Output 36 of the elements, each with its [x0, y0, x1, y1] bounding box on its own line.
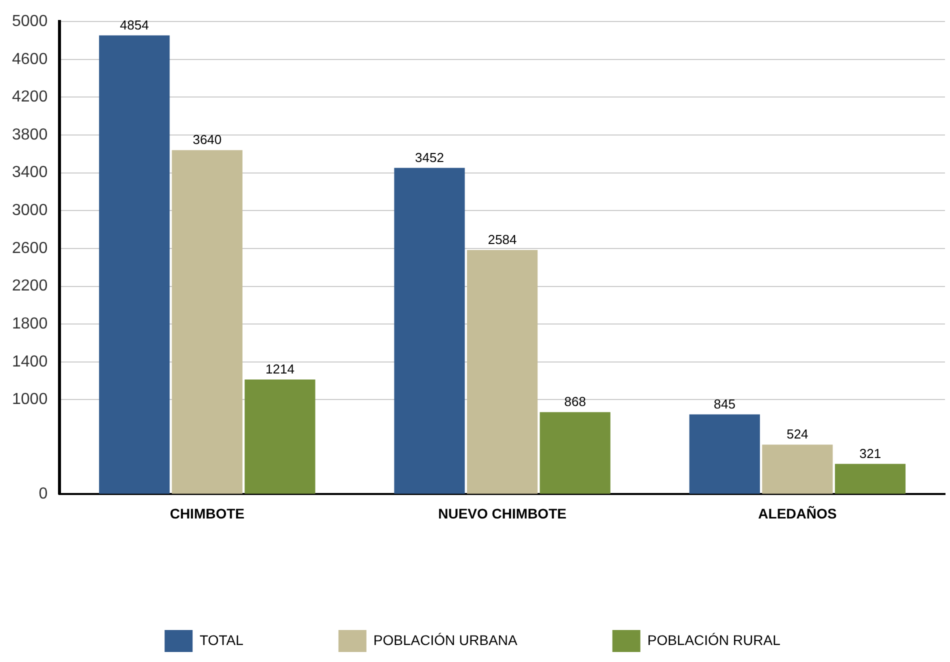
legend-label: POBLACIÓN RURAL — [647, 632, 781, 648]
y-tick-label: 1000 — [12, 391, 48, 408]
data-label: 845 — [714, 396, 736, 412]
data-label: 3452 — [415, 150, 444, 165]
y-tick-label: 4200 — [12, 88, 48, 106]
data-label: 868 — [564, 394, 586, 410]
bar — [689, 414, 760, 494]
bar — [99, 35, 170, 494]
y-tick-label: 3400 — [12, 164, 48, 182]
bar — [540, 412, 610, 494]
y-tick-label: 1800 — [12, 315, 48, 332]
legend-label: POBLACIÓN URBANA — [373, 632, 518, 648]
y-tick-label: 5000 — [12, 13, 48, 30]
bar — [394, 168, 465, 494]
legend-label: TOTAL — [200, 632, 244, 648]
y-tick-label: 3000 — [12, 202, 48, 220]
x-tick-label: CHIMBOTE — [170, 505, 244, 522]
bar — [466, 250, 538, 494]
data-label: 321 — [859, 446, 882, 461]
y-tick-label: 2200 — [12, 278, 48, 295]
y-tick-label: 1400 — [12, 353, 48, 370]
data-label: 524 — [786, 426, 808, 442]
x-tick-label: NUEVO CHIMBOTE — [438, 505, 566, 522]
y-tick-label: 3800 — [12, 126, 48, 144]
x-tick-label: ALEDAÑOS — [758, 505, 837, 522]
bar — [834, 464, 906, 494]
y-tick-label: 4600 — [12, 50, 48, 68]
bar — [172, 150, 242, 494]
bar — [762, 444, 833, 494]
data-label: 2584 — [488, 232, 517, 248]
y-tick-label: 2600 — [12, 240, 48, 257]
data-label: 3640 — [192, 132, 222, 148]
data-label: 4854 — [120, 17, 149, 32]
data-label: 1214 — [266, 362, 294, 377]
y-tick-label: 0 — [38, 486, 48, 503]
bar — [244, 379, 316, 494]
